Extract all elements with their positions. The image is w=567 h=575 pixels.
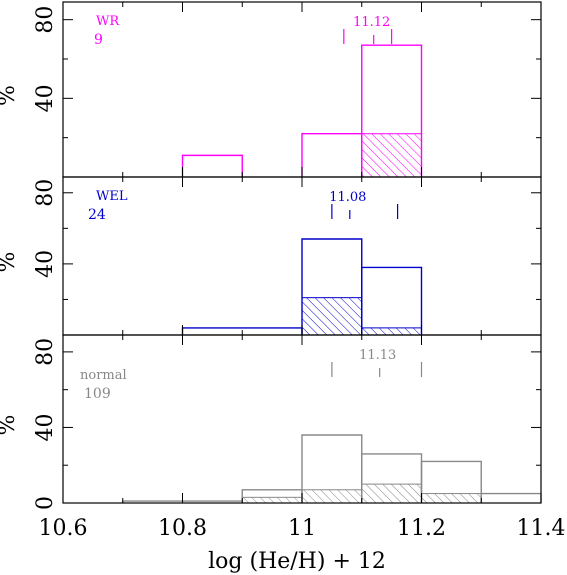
x-tick-label-1: 10.8 [158,516,207,541]
x-axis-label: log (He/H) + 12 [208,549,386,574]
figure-frame [62,1,542,504]
y-tick-label-2-2: 80 [33,338,58,366]
bar-hatched-normal-0 [241,496,303,504]
panel-count-WEL: 24 [88,207,106,223]
y-tick-label-1-1: 40 [33,250,58,278]
y-tick-label-2-0: 0 [33,496,58,510]
x-tick-label-0: 10.6 [39,516,88,541]
y-axis-label-0: % [0,85,20,106]
bar-normal-5 [480,492,542,503]
panel-frame-2 [62,334,542,504]
y-tick-label-1-2: 80 [33,179,58,207]
median-label-WEL: 11.08 [329,190,366,205]
bar-hatched-WEL-1 [361,327,422,336]
median-label-WR: 11.12 [353,15,390,30]
x-tick-label-3: 11.2 [397,516,446,541]
panel-count-WR: 9 [94,32,103,48]
panel-label-WEL: WEL [96,189,128,204]
bar-hatched-WR-0 [361,133,422,178]
y-axis-label-2: % [0,415,20,436]
panel-WEL: 11.08 WEL 24 40 80% [0,177,542,336]
panel-label-normal: normal [80,368,127,383]
panel-normal: 11.13 normal 109 0 40 80% [0,335,542,510]
y-axis-label-1: % [0,252,20,273]
bar-WR-2 [361,44,423,177]
y-tick-label-0-1: 40 [33,84,58,112]
bar-WEL-2 [361,266,423,335]
bar-WR-0 [181,154,243,177]
panel-count-normal: 109 [84,386,111,402]
bar-WR-1 [301,133,363,177]
panel-WR: 11.12 WR 9 40 80% [0,2,542,178]
bar-normal-4 [420,460,482,503]
y-tick-label-0-2: 80 [33,6,58,34]
panels-group: 11.12WR94080%11.08WEL244080%11.13normal1… [0,2,542,510]
median-label-normal: 11.13 [359,348,396,363]
x-tick-label-4: 11.4 [517,516,566,541]
bar-hatched-WEL-0 [301,297,363,336]
y-tick-label-2-1: 40 [33,413,58,441]
x-tick-label-2: 11 [288,516,316,541]
bar-hatched-normal-1 [301,489,363,504]
bar-hatched-normal-2 [361,483,422,504]
x-axis: 10.6 10.8 11 11.2 11.4 [39,516,566,541]
bar-hatched-normal-3 [421,493,482,504]
panel-label-WR: WR [96,14,120,29]
